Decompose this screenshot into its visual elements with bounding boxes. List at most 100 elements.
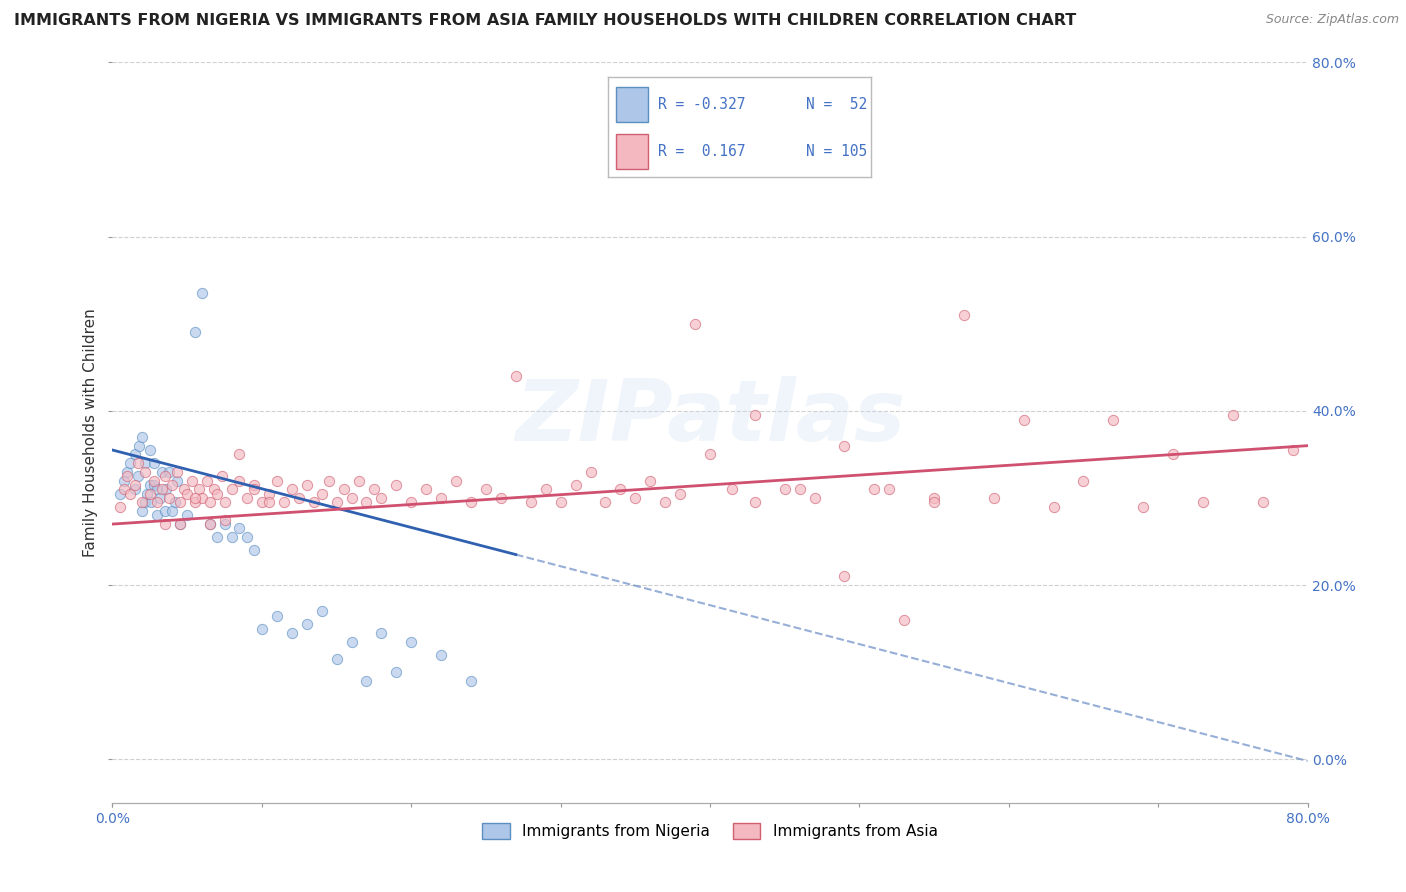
Point [153,469,176,483]
Point [489,491,512,505]
Point [108,500,131,514]
Point [550,495,572,509]
Point [131,495,153,509]
Point [221,530,243,544]
Point [153,517,176,532]
Point [157,465,180,479]
Point [654,495,676,509]
Point [139,486,162,500]
Point [318,474,340,488]
Point [922,495,945,509]
Point [228,474,250,488]
Point [143,456,166,470]
Point [683,317,706,331]
Point [273,495,295,509]
Point [595,495,617,509]
Point [1251,495,1274,509]
Point [134,495,156,509]
Point [162,504,183,518]
Point [198,517,221,532]
Point [131,504,153,518]
Point [117,465,139,479]
Point [236,491,259,505]
Point [139,478,162,492]
Point [214,513,236,527]
Point [127,456,149,470]
Point [169,517,191,532]
Point [150,482,173,496]
Point [340,634,363,648]
Point [127,469,149,483]
Point [475,482,498,496]
Point [162,478,183,492]
Point [922,491,945,505]
Point [139,443,162,458]
Point [1161,447,1184,461]
Point [205,530,228,544]
Point [128,439,150,453]
Point [347,474,370,488]
Point [243,478,266,492]
Point [228,447,250,461]
Point [295,478,318,492]
Point [311,486,333,500]
Point [176,486,198,500]
Point [120,486,142,500]
Point [505,369,527,384]
Point [1102,412,1125,426]
Point [243,482,266,496]
Point [146,482,169,496]
Point [165,495,187,509]
Text: IMMIGRANTS FROM NIGERIA VS IMMIGRANTS FROM ASIA FAMILY HOUSEHOLDS WITH CHILDREN : IMMIGRANTS FROM NIGERIA VS IMMIGRANTS FR… [14,13,1077,29]
Point [198,495,221,509]
Text: Source: ZipAtlas.com: Source: ZipAtlas.com [1265,13,1399,27]
Point [803,491,825,505]
Point [1281,443,1303,458]
Point [609,482,631,496]
Point [169,495,191,509]
Point [1042,500,1064,514]
Point [259,495,281,509]
Point [114,474,135,488]
Point [183,495,205,509]
Point [143,474,166,488]
Point [879,482,901,496]
Point [150,465,173,479]
Point [146,495,169,509]
Y-axis label: Family Households with Children: Family Households with Children [83,309,98,557]
Point [214,517,236,532]
Point [744,495,766,509]
Point [155,482,177,496]
Point [356,495,378,509]
Point [430,648,453,662]
Point [131,430,153,444]
Point [173,482,195,496]
Point [183,326,205,340]
Point [789,482,811,496]
Point [259,486,281,500]
Point [370,491,392,505]
Point [117,469,139,483]
Point [135,486,157,500]
Point [195,474,218,488]
Point [141,495,163,509]
Point [744,408,766,422]
Point [236,530,259,544]
Point [333,482,356,496]
Point [773,482,796,496]
Point [288,491,311,505]
Point [834,439,856,453]
Point [624,491,647,505]
Point [191,491,214,505]
Point [205,486,228,500]
Point [183,491,205,505]
Point [1073,474,1095,488]
Point [460,673,482,688]
Point [114,482,135,496]
Point [640,474,662,488]
Point [520,495,543,509]
Point [202,482,225,496]
Point [281,482,304,496]
Point [191,286,214,301]
Point [1222,408,1244,422]
